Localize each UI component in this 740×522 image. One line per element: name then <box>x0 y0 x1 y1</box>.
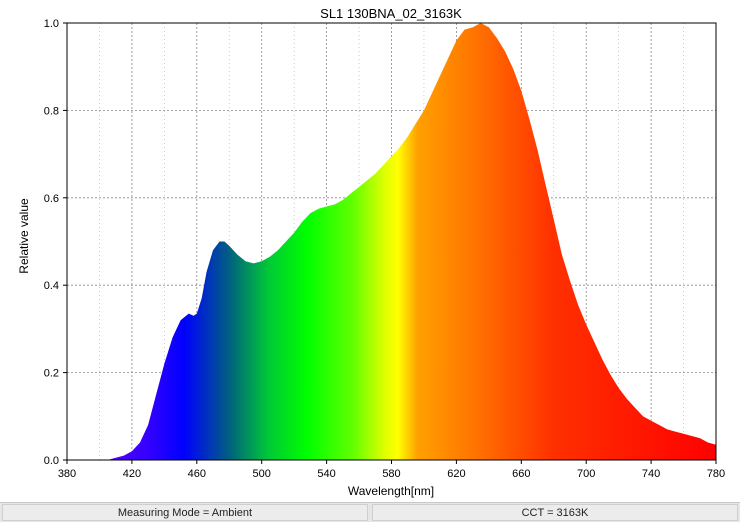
x-tick-label: 740 <box>642 468 660 480</box>
status-bar: Measuring Mode = Ambient CCT = 3163K <box>0 502 740 522</box>
x-tick-label: 380 <box>58 468 76 480</box>
y-axis-title: Relative value <box>17 198 31 274</box>
chart-title: SL1 130BNA_02_3163K <box>320 6 462 21</box>
x-tick-label: 500 <box>253 468 271 480</box>
x-tick-label: 420 <box>123 468 141 480</box>
measuring-mode-field: Measuring Mode = Ambient <box>2 504 368 521</box>
spectrum-area <box>107 23 717 460</box>
axis-ticks: 380 420 460 500 540 580 620 660 700 740 780 0.0 0.2 0… <box>44 18 725 480</box>
y-tick-label: 1.0 <box>44 18 59 30</box>
y-tick-label: 0.0 <box>44 455 59 467</box>
y-tick-label: 0.8 <box>44 105 59 117</box>
x-tick-label: 460 <box>188 468 206 480</box>
cct-field: CCT = 3163K <box>372 504 738 521</box>
x-axis-title: Wavelength[nm] <box>348 484 434 498</box>
y-tick-label: 0.4 <box>44 280 59 292</box>
x-tick-label: 780 <box>707 468 725 480</box>
x-tick-label: 540 <box>317 468 335 480</box>
x-tick-label: 580 <box>382 468 400 480</box>
spectrum-chart: 380 420 460 500 540 580 620 660 700 740 780 0.0 0.2 0… <box>17 6 725 498</box>
y-tick-label: 0.6 <box>44 193 59 205</box>
x-tick-label: 660 <box>512 468 530 480</box>
x-tick-label: 700 <box>577 468 595 480</box>
y-tick-label: 0.2 <box>44 368 59 380</box>
x-tick-label: 620 <box>447 468 465 480</box>
